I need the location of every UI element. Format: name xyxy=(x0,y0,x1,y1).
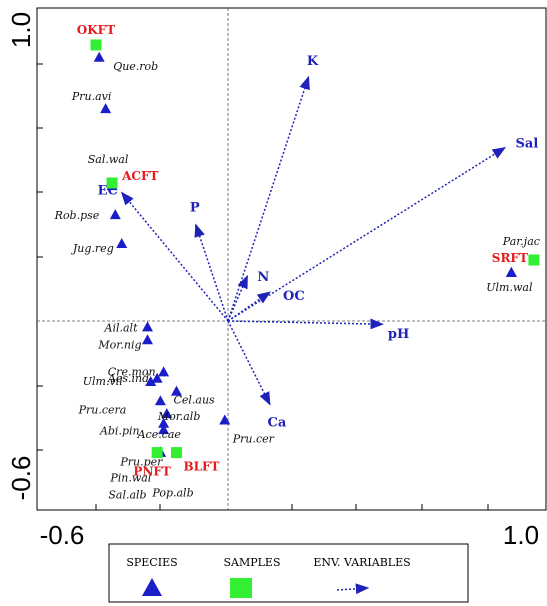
env-label-p: P xyxy=(190,201,200,216)
sample-marker-blft xyxy=(170,447,182,459)
species-label-abi-pin: Abi.pin xyxy=(99,425,140,438)
x-tick-label-min: -0.6 xyxy=(40,520,85,550)
legend-label-samples: SAMPLES xyxy=(223,556,280,569)
sample-marker-srft xyxy=(528,254,540,266)
species-label-jug-reg: Jug.reg xyxy=(71,242,114,255)
legend-label-env-variables: ENV. VARIABLES xyxy=(313,556,410,569)
species-marker-rob-pse xyxy=(109,209,121,220)
species-label-cre-mon: Cre.mon xyxy=(108,365,156,378)
legend-label-species: SPECIES xyxy=(126,556,177,569)
legend-triangle-icon xyxy=(142,578,162,596)
species-marker-pru-avi xyxy=(100,103,112,114)
species-label-mor-nig: Mor.nig xyxy=(97,338,141,351)
species-label-sal-alb: Sal.alb xyxy=(108,489,146,502)
species-marker-pru-cer xyxy=(219,414,231,425)
legend-square-icon xyxy=(230,578,252,598)
species-label-par-jac: Par.jac xyxy=(502,235,540,248)
species-label-ace-cae: Ace.cae xyxy=(137,428,182,441)
species-label-pru-per: Pru.per xyxy=(119,456,163,469)
species-label-pin-wal: Pin.wal xyxy=(109,472,151,485)
species-marker-aes-ind xyxy=(151,372,163,383)
sample-label-pnft: PNFT xyxy=(133,465,171,479)
env-arrow-ec xyxy=(120,191,229,322)
species-marker-ulm-vil xyxy=(145,375,157,386)
species-label-sal-wal: Sal.wal xyxy=(88,153,129,166)
legend-box xyxy=(108,543,469,603)
species-label-pop-alb: Pop.alb xyxy=(151,487,193,500)
env-arrow-ca xyxy=(227,320,271,406)
env-label-n: N xyxy=(257,270,269,285)
species-marker-abi-pin xyxy=(158,417,170,428)
species-marker-ulm-wal xyxy=(505,266,517,277)
species-marker-ace-cae xyxy=(158,424,170,435)
species-label-pru-avi: Pru.avi xyxy=(71,90,112,103)
y-tick-label-max: 1.0 xyxy=(6,12,36,48)
species-marker-pru-cera xyxy=(154,395,166,406)
env-arrow-p xyxy=(194,223,229,322)
env-arrow-n xyxy=(227,274,249,322)
species-label-aes-ind: Aes.ind xyxy=(107,372,149,385)
env-label-k: K xyxy=(307,54,319,69)
env-arrow-oc xyxy=(227,291,271,322)
species-label-rob-pse: Rob.pse xyxy=(54,209,100,222)
sample-points: OKFT ACFT SRFT PNFT BLFT xyxy=(77,23,540,479)
species-marker-jug-reg xyxy=(116,237,128,248)
x-axis-ticks xyxy=(95,504,489,510)
species-points: Que.rob Pru.avi Sal.wal Rob.pse Jug.reg Par.j… xyxy=(54,51,540,502)
species-marker-mor-nig xyxy=(142,334,153,345)
species-marker-mor-alb xyxy=(161,408,173,419)
env-label-sal: Sal xyxy=(516,137,539,152)
species-marker-cel-aus xyxy=(170,385,182,396)
env-arrow-k xyxy=(227,75,310,322)
sample-label-srft: SRFT xyxy=(492,251,528,265)
species-marker-que-rob xyxy=(93,51,105,62)
env-arrow-ph xyxy=(227,318,384,330)
species-label-pru-cer: Pru.cer xyxy=(232,433,275,446)
env-label-ca: Ca xyxy=(267,415,286,430)
sample-label-acft: ACFT xyxy=(121,169,158,183)
legend: SPECIES SAMPLES ENV. VARIABLES xyxy=(108,543,469,603)
species-marker-ail-alt xyxy=(142,321,153,332)
legend-arrow-icon xyxy=(336,583,370,595)
env-label-oc: OC xyxy=(283,289,305,304)
env-arrow-sal xyxy=(227,146,507,322)
sample-label-okft: OKFT xyxy=(77,23,115,37)
species-label-ail-alt: Ail.alt xyxy=(104,321,139,334)
x-tick-label-max: 1.0 xyxy=(503,520,539,550)
species-label-cel-aus: Cel.aus xyxy=(173,394,215,407)
species-label-que-rob: Que.rob xyxy=(113,60,158,73)
sample-marker-okft xyxy=(90,39,102,51)
sample-marker-pnft xyxy=(151,447,163,459)
sample-marker-acft xyxy=(106,177,118,189)
y-axis-ticks xyxy=(37,63,43,451)
species-label-ulm-vil: Ulm.vil xyxy=(83,375,123,388)
y-tick-label-min: -0.6 xyxy=(6,456,36,501)
species-marker-cre-mon xyxy=(158,366,170,377)
sample-label-blft: BLFT xyxy=(183,460,219,474)
species-label-pru-cera: Pru.cera xyxy=(78,403,127,416)
env-label-ph: pH xyxy=(388,327,409,342)
species-label-ulm-wal: Ulm.wal xyxy=(486,281,533,294)
species-label-mor-alb: Mor.alb xyxy=(157,410,201,423)
